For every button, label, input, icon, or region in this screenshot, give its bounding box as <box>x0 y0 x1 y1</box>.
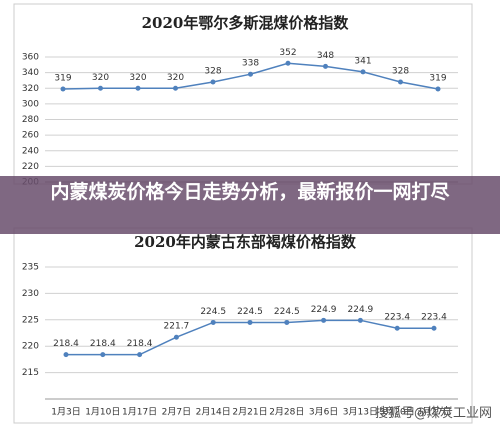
x-tick-label: 1月10日 <box>85 407 120 418</box>
data-label: 224.9 <box>348 305 374 315</box>
data-label: 218.4 <box>90 339 116 349</box>
y-tick-label: 215 <box>22 368 39 378</box>
y-tick-label: 225 <box>22 315 39 325</box>
data-label: 338 <box>242 59 259 69</box>
data-label: 341 <box>354 56 371 66</box>
point <box>435 86 441 92</box>
x-tick-label: 3月20日 <box>380 407 415 418</box>
watermark: 搜狐号@煤炭工业网 <box>374 406 492 421</box>
point <box>321 317 327 323</box>
frame-bottom <box>13 227 473 424</box>
data-label: 223.4 <box>421 313 447 323</box>
point <box>137 352 143 358</box>
point <box>173 334 179 340</box>
x-tick-label: 3月13日 <box>343 407 378 418</box>
chart-title: 2020年内蒙古东部褐煤价格指数 <box>134 233 357 251</box>
y-tick-label: 320 <box>22 84 39 94</box>
point <box>100 352 106 358</box>
x-tick-label: 2月21日 <box>232 407 267 418</box>
x-tick-label: 3月6日 <box>309 407 338 418</box>
y-tick-label: 220 <box>22 342 39 352</box>
point <box>63 352 69 358</box>
point <box>60 86 66 92</box>
x-tick-label: 3月27日 <box>416 407 451 418</box>
point <box>357 317 363 323</box>
point <box>284 319 290 325</box>
data-label: 320 <box>129 73 146 83</box>
y-tick-label: 230 <box>22 289 39 299</box>
data-label: 320 <box>92 73 109 83</box>
point <box>210 79 216 85</box>
data-label: 348 <box>317 51 334 61</box>
point <box>210 319 216 325</box>
data-label: 218.4 <box>53 339 79 349</box>
point <box>394 325 400 331</box>
y-tick-label: 300 <box>22 99 39 109</box>
data-label: 328 <box>392 67 409 77</box>
point <box>173 85 178 91</box>
point <box>360 69 366 75</box>
data-label: 319 <box>429 74 446 84</box>
data-label: 224.5 <box>200 307 226 317</box>
data-label: 224.9 <box>311 305 337 315</box>
point <box>431 325 437 331</box>
y-tick-label: 220 <box>22 162 39 172</box>
data-label: 224.5 <box>274 307 300 317</box>
point <box>135 85 141 91</box>
data-label: 223.4 <box>384 313 410 323</box>
y-tick-label: 340 <box>22 68 39 78</box>
x-tick-label: 2月28日 <box>269 407 304 418</box>
x-tick-label: 1月17日 <box>122 407 157 418</box>
x-tick-label: 1月3日 <box>51 407 80 418</box>
x-tick-label: 2月14日 <box>196 407 231 418</box>
y-tick-label: 240 <box>22 146 39 156</box>
banner: 内蒙煤炭价格今日走势分析，最新报价一网打尽 <box>0 176 500 234</box>
point <box>247 319 253 325</box>
y-tick-label: 260 <box>22 131 39 141</box>
data-label: 320 <box>167 73 184 83</box>
data-label: 218.4 <box>127 339 153 349</box>
y-tick-label: 360 <box>22 53 39 63</box>
data-label: 352 <box>279 48 296 58</box>
data-label: 224.5 <box>237 307 263 317</box>
data-label: 319 <box>54 74 71 84</box>
point <box>323 63 328 69</box>
frame-top <box>13 3 473 185</box>
point <box>398 79 403 85</box>
point <box>285 60 291 66</box>
x-tick-label: 2月7日 <box>162 407 191 418</box>
chart-title: 2020年鄂尔多斯混煤价格指数 <box>142 14 350 32</box>
y-tick-label: 280 <box>22 115 39 125</box>
point <box>248 71 253 77</box>
y-tick-label: 235 <box>22 263 39 273</box>
point <box>98 85 103 91</box>
data-label: 328 <box>204 67 221 77</box>
data-label: 221.7 <box>164 322 190 332</box>
